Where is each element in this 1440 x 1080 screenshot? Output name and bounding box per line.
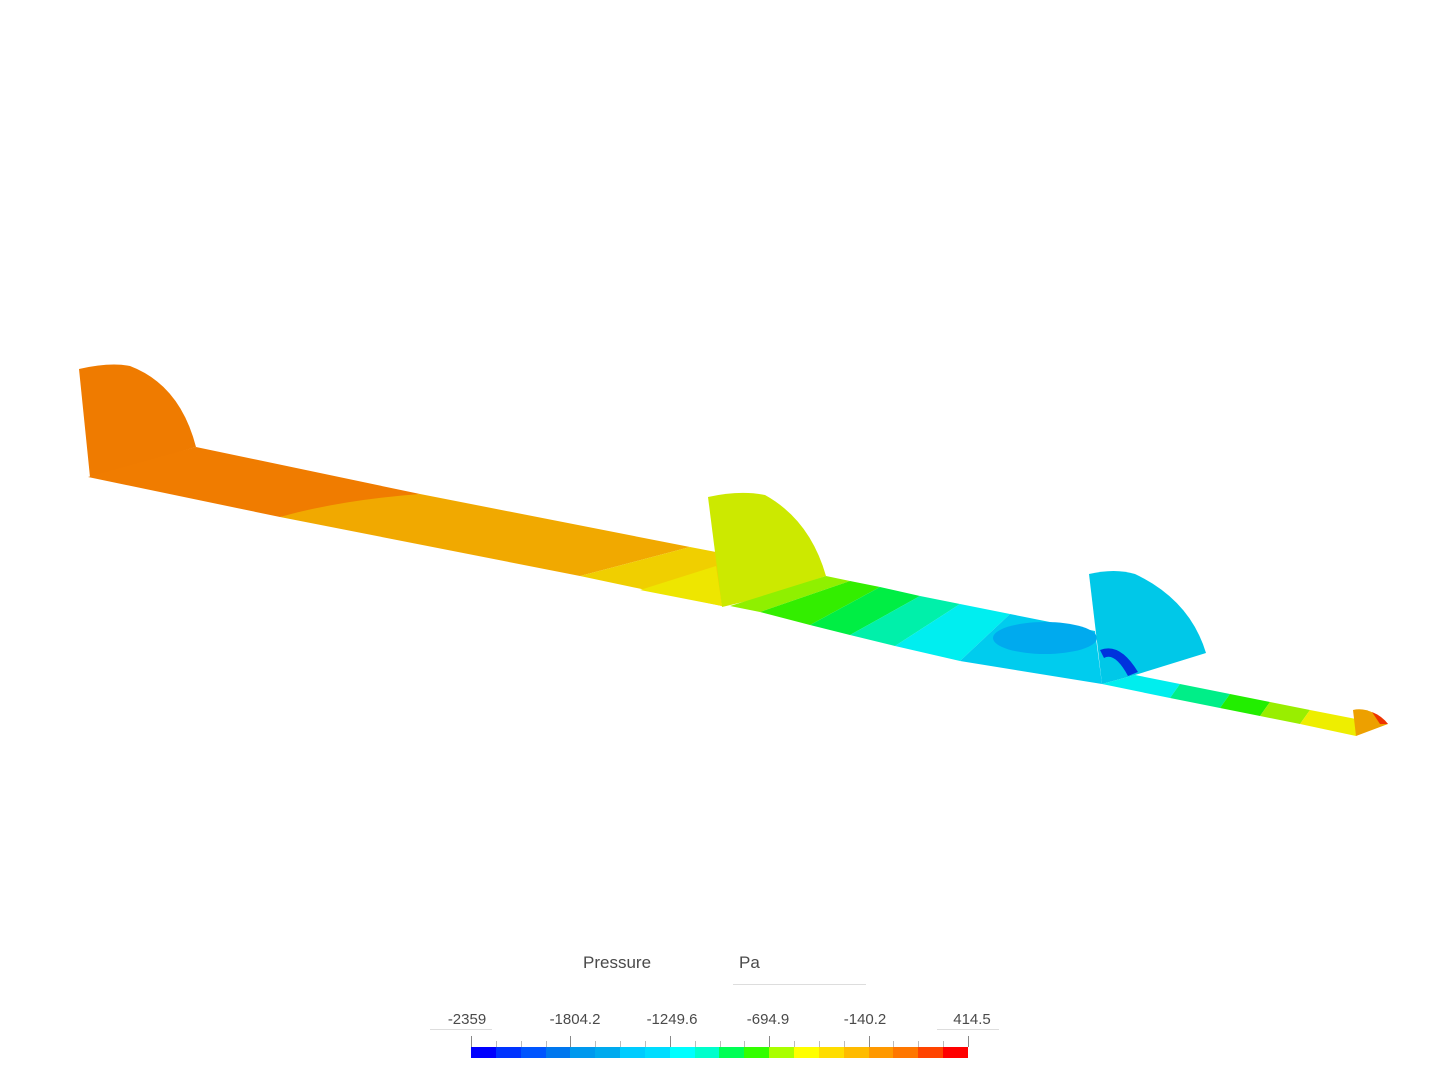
minor-tick [744,1041,746,1047]
colorbar-segment [471,1047,496,1058]
max-underline [937,1029,999,1030]
wing-band [1300,710,1356,736]
minor-tick [595,1041,597,1047]
colorbar-segment [545,1047,571,1058]
minor-tick [794,1041,796,1047]
tick-label: -1804.2 [549,1011,601,1028]
colorbar-segment [793,1047,819,1058]
minor-tick [520,1041,522,1047]
minor-tick [620,1041,622,1047]
colorbar-segment [868,1047,894,1058]
major-tick [868,1036,870,1047]
minor-tick [545,1041,547,1047]
tick-label: -1249.6 [646,1011,698,1028]
colorbar-segment [620,1047,645,1058]
colorbar-segment [595,1047,621,1058]
colorbar [471,1047,968,1058]
low-pressure-zone [993,622,1097,654]
wing-orange-section [280,494,690,576]
colorbar-segment [520,1047,546,1058]
colorbar-segment [893,1047,919,1058]
legend-title: Pressure [583,953,652,972]
colorbar-segment [769,1047,794,1058]
tick-label: -140.2 [843,1011,887,1028]
minor-tick [694,1041,696,1047]
minor-tick [843,1041,845,1047]
tip-high-pressure [1372,712,1388,724]
min-underline [430,1029,492,1030]
minor-tick [495,1041,497,1047]
wing-root-section [88,447,420,517]
colorbar-segment [570,1047,596,1058]
suction-peak [1100,648,1138,676]
tick-label-min: -2359 [447,1011,487,1028]
fin-right [1089,571,1206,684]
major-tick [968,1036,969,1047]
tick-label-max: 414.5 [953,1011,991,1028]
colorbar-segment [818,1047,844,1058]
tick-label: -694.9 [746,1011,790,1028]
colorbar-segment [943,1047,968,1058]
colorbar-segment [843,1047,869,1058]
wing-band [1260,702,1310,724]
minor-tick [644,1041,646,1047]
colorbar-segment [644,1047,670,1058]
minor-tick [943,1041,945,1047]
colorbar-segment [694,1047,720,1058]
colorbar-segment [495,1047,521,1058]
colorbar-segment [744,1047,770,1058]
wing-band [1170,684,1230,708]
colorbar-segment [719,1047,745,1058]
wing-band [760,581,880,625]
major-tick [769,1036,771,1047]
major-tick [570,1036,572,1047]
wing-band [730,576,850,612]
minor-tick [818,1041,820,1047]
wing-tip [1353,709,1388,736]
wing-band [1102,675,1180,698]
minor-tick [719,1041,721,1047]
wing-band [850,596,960,646]
minor-tick [893,1041,895,1047]
wing-band [810,587,920,635]
fin-left [79,364,196,477]
colorbar-segment [669,1047,695,1058]
unit-underline [733,984,866,985]
minor-tick [918,1041,920,1047]
wing-yellow-band [640,566,722,606]
legend-unit: Pa [739,953,760,972]
fin-middle [708,492,826,607]
major-tick [471,1036,472,1047]
pressure-legend: Pressure Pa -2359 -1804.2 -1249.6 -694.9… [420,940,1020,1070]
major-tick [669,1036,671,1047]
colorbar-segment [918,1047,944,1058]
wing-band [1220,694,1270,716]
wing-band [895,604,1010,661]
